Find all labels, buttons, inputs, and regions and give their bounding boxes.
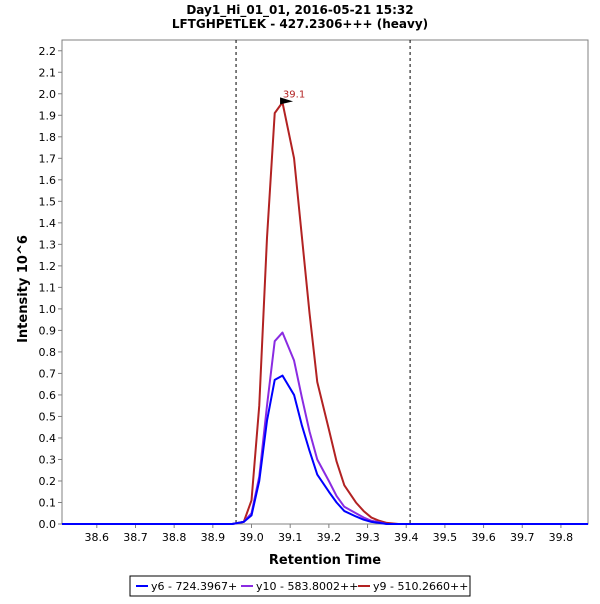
y-tick-label: 1.9: [39, 109, 57, 122]
y-tick-label: 1.6: [39, 174, 57, 187]
x-tick-label: 39.6: [471, 531, 496, 544]
y-tick-label: 2.2: [39, 45, 57, 58]
legend-label-y10: y10 - 583.8002++: [256, 580, 358, 593]
legend-label-y6: y6 - 724.3967+: [151, 580, 237, 593]
integration-bounds: [235, 40, 411, 524]
x-tick-label: 39.4: [394, 531, 419, 544]
y-tick-label: 1.2: [39, 260, 57, 273]
y-axis-title: Intensity 10^6: [16, 235, 31, 343]
y-tick-label: 0.1: [39, 496, 57, 509]
y-tick-label: 0.5: [39, 410, 57, 423]
y-tick-label: 2.1: [39, 66, 57, 79]
y-tick-label: 2.0: [39, 88, 57, 101]
y-tick-label: 0.2: [39, 475, 57, 488]
y-tick-label: 0.3: [39, 453, 57, 466]
y-tick-label: 0.7: [39, 367, 57, 380]
x-tick-label: 38.9: [201, 531, 226, 544]
peak-annotation: 39.1: [280, 89, 305, 105]
y-tick-label: 1.8: [39, 131, 57, 144]
peak-arrow-icon: [280, 97, 294, 105]
y-tick-label: 1.1: [39, 281, 57, 294]
y-tick-label: 0.0: [39, 518, 57, 531]
x-tick-label: 39.1: [278, 531, 303, 544]
y-tick-label: 1.7: [39, 152, 57, 165]
x-tick-label: 39.8: [549, 531, 574, 544]
y-tick-label: 0.8: [39, 346, 57, 359]
x-tick-label: 38.7: [123, 531, 148, 544]
series-layer: [62, 101, 588, 525]
x-tick-label: 39.2: [317, 531, 342, 544]
y-tick-label: 0.9: [39, 324, 57, 337]
y-tick-label: 1.4: [39, 217, 57, 230]
legend: y6 - 724.3967+ y10 - 583.8002++ y9 - 510…: [129, 575, 471, 597]
x-tick-label: 39.3: [355, 531, 380, 544]
x-tick-label: 38.6: [85, 531, 110, 544]
legend-label-y9: y9 - 510.2660++: [373, 580, 468, 593]
y-tick-label: 1.5: [39, 195, 57, 208]
chart-title: Day1_Hi_01_01, 2016-05-21 15:32: [186, 3, 413, 18]
y-tick-label: 1.0: [39, 303, 57, 316]
series-line-y6: [62, 374, 588, 525]
x-axis-title: Retention Time: [269, 553, 381, 568]
peak-label: 39.1: [283, 89, 305, 100]
x-tick-label: 39.7: [510, 531, 535, 544]
y-tick-label: 0.4: [39, 432, 57, 445]
plot-area: [61, 39, 589, 525]
x-tick-label: 39.5: [433, 531, 458, 544]
chart-subtitle: LFTGHPETLEK - 427.2306+++ (heavy): [172, 17, 428, 31]
y-tick-label: 1.3: [39, 238, 57, 251]
legend-box: [129, 575, 471, 597]
x-tick-label: 38.8: [162, 531, 187, 544]
axes-layer: 0.0 0.1 0.2 0.3 0.4 0.5 0.6 0.7 0.8 0.9 1.0 1.1 1.2 1…: [39, 45, 574, 544]
y-tick-label: 0.6: [39, 389, 57, 402]
x-tick-label: 39.0: [239, 531, 264, 544]
